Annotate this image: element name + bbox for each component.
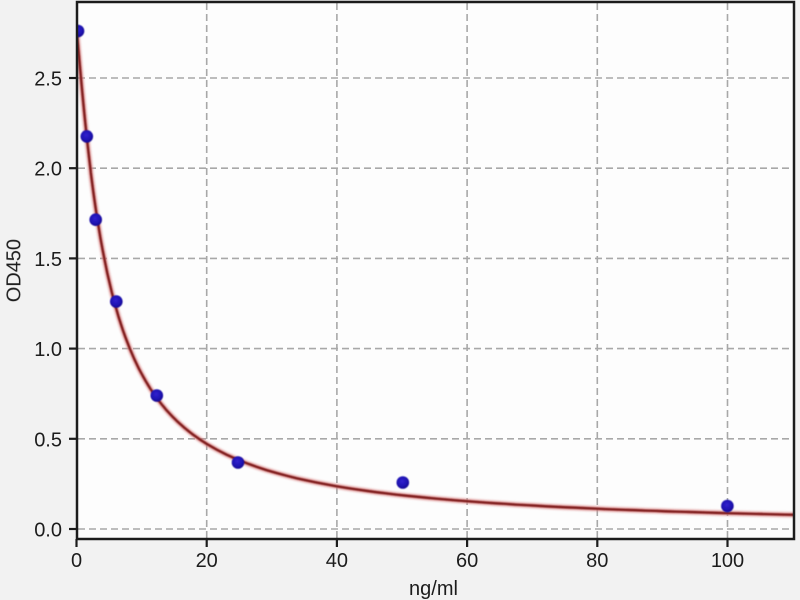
svg-text:0.5: 0.5 [34,429,62,451]
svg-text:60: 60 [456,550,478,572]
svg-text:1.0: 1.0 [34,339,62,361]
svg-text:0: 0 [71,550,82,572]
svg-text:80: 80 [586,550,608,572]
svg-text:1.5: 1.5 [34,249,62,271]
svg-text:20: 20 [196,550,218,572]
svg-text:0.0: 0.0 [34,520,62,542]
svg-text:100: 100 [711,550,744,572]
svg-text:ng/ml: ng/ml [409,578,458,600]
svg-text:40: 40 [326,550,348,572]
svg-text:2.5: 2.5 [34,69,62,91]
svg-text:OD450: OD450 [4,239,26,302]
svg-text:2.0: 2.0 [34,159,62,181]
